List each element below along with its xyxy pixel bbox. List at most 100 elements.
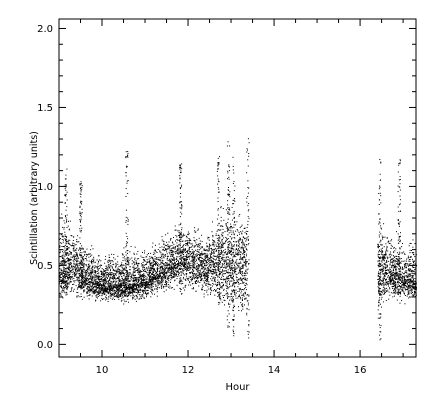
data-point	[201, 241, 203, 242]
data-point	[147, 287, 149, 289]
data-point	[146, 267, 148, 269]
data-point	[86, 283, 88, 285]
data-point	[224, 231, 226, 233]
data-point	[389, 264, 391, 266]
data-point	[125, 277, 127, 279]
data-point	[154, 258, 156, 260]
data-point	[400, 286, 401, 288]
data-point	[161, 246, 163, 248]
data-point	[187, 233, 189, 235]
data-point	[80, 261, 82, 263]
data-point	[65, 271, 67, 273]
data-point	[65, 277, 66, 279]
data-point	[144, 282, 146, 283]
data-point	[101, 272, 103, 274]
data-point	[175, 270, 176, 272]
data-point	[123, 299, 125, 301]
data-point	[233, 270, 235, 272]
data-point	[237, 297, 239, 299]
data-point	[245, 244, 247, 246]
data-point	[148, 284, 150, 286]
data-point	[244, 292, 246, 294]
data-point	[140, 276, 142, 278]
data-point	[123, 292, 125, 294]
data-point	[175, 267, 177, 268]
data-point	[65, 263, 67, 265]
data-point	[81, 269, 83, 271]
data-point	[191, 261, 193, 263]
data-point	[227, 276, 229, 278]
data-point	[382, 247, 383, 249]
data-point	[95, 276, 97, 278]
data-point	[158, 265, 160, 267]
data-point	[117, 280, 119, 282]
data-point	[190, 284, 192, 286]
data-point	[103, 280, 104, 282]
data-point	[87, 266, 89, 268]
data-point	[194, 277, 196, 279]
data-point	[93, 286, 95, 288]
data-point	[185, 264, 187, 266]
data-point	[130, 286, 132, 288]
data-point	[195, 266, 197, 268]
data-point	[119, 282, 121, 284]
data-point	[154, 253, 156, 255]
data-point	[88, 260, 90, 262]
data-point	[149, 281, 151, 283]
data-point	[212, 244, 214, 246]
data-point	[117, 271, 119, 273]
data-point	[169, 269, 171, 271]
data-point	[80, 285, 82, 287]
data-point	[150, 257, 152, 259]
data-point	[166, 270, 168, 272]
data-point	[174, 266, 176, 268]
data-point	[72, 274, 74, 276]
data-point	[69, 270, 71, 271]
data-point	[69, 239, 71, 241]
data-point	[92, 277, 94, 279]
data-point	[158, 259, 160, 261]
data-point	[115, 271, 117, 272]
data-point	[218, 256, 219, 258]
data-point	[228, 250, 230, 252]
data-point	[169, 259, 171, 260]
data-point	[76, 296, 78, 298]
data-point	[195, 258, 197, 260]
data-point	[242, 273, 244, 274]
data-point	[143, 279, 145, 280]
data-point	[241, 304, 243, 305]
data-point	[105, 271, 107, 273]
data-point	[108, 263, 110, 265]
data-point	[160, 266, 162, 268]
data-point	[159, 269, 161, 271]
data-point	[236, 221, 238, 223]
data-point	[117, 278, 119, 279]
data-point	[197, 259, 199, 261]
data-point	[202, 266, 204, 268]
data-point	[62, 258, 64, 259]
data-point	[104, 258, 106, 260]
data-point	[212, 283, 214, 284]
data-point	[182, 261, 184, 263]
data-point	[205, 258, 207, 260]
data-point	[385, 279, 386, 281]
data-point	[88, 265, 90, 267]
data-point	[204, 268, 206, 270]
data-point	[60, 242, 62, 244]
data-point	[240, 262, 242, 264]
data-point	[113, 290, 115, 291]
data-point	[214, 280, 216, 282]
data-point	[105, 268, 106, 270]
data-point	[67, 257, 69, 259]
data-point	[187, 270, 189, 271]
data-point	[148, 285, 150, 287]
data-point	[239, 246, 240, 248]
data-point	[60, 283, 62, 285]
data-point	[85, 275, 87, 276]
data-point	[175, 240, 176, 242]
data-point	[95, 284, 97, 286]
data-point	[383, 246, 385, 248]
data-point	[230, 266, 232, 268]
data-point	[212, 277, 214, 279]
data-point	[173, 267, 175, 269]
